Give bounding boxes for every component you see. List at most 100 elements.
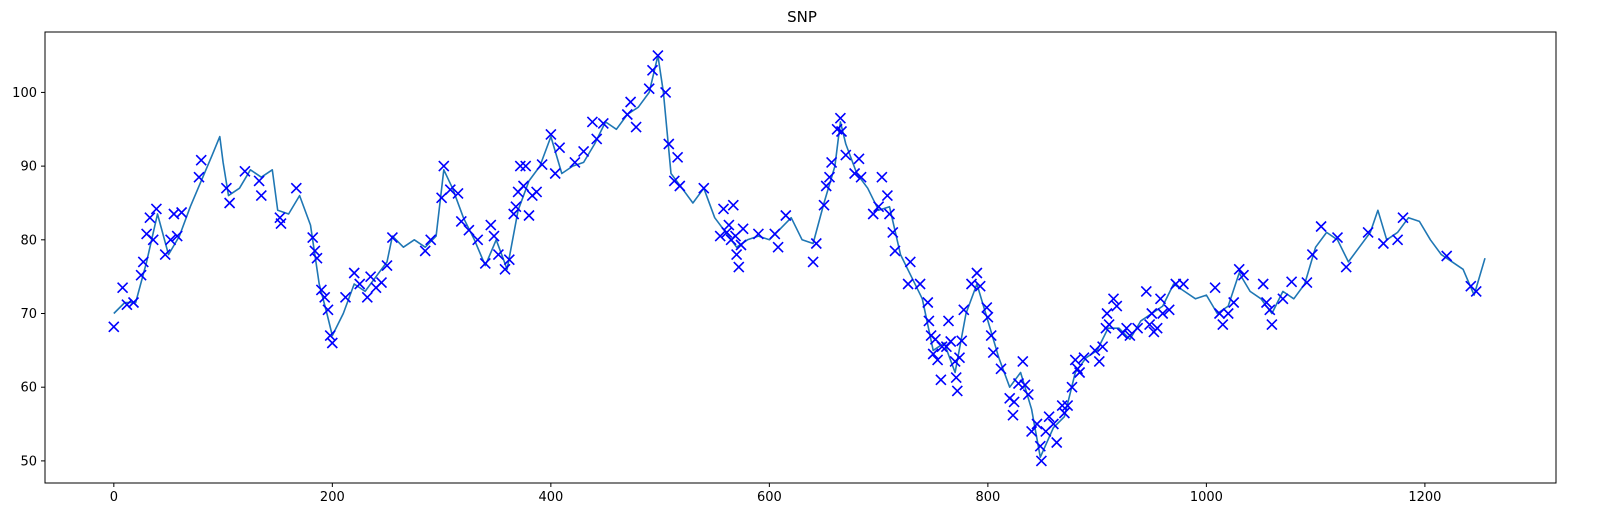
x-marker — [956, 335, 968, 347]
x-marker — [354, 278, 366, 290]
x-marker — [309, 245, 321, 257]
x-marker — [165, 234, 177, 246]
x-marker — [255, 190, 267, 202]
x-marker — [1441, 250, 1453, 262]
x-marker — [1277, 293, 1289, 305]
x-marker — [381, 260, 393, 272]
x-marker — [1228, 296, 1240, 309]
x-marker — [889, 245, 901, 257]
x-marker — [419, 245, 431, 257]
x-marker — [1151, 322, 1163, 334]
x-marker — [549, 167, 561, 180]
x-marker — [1017, 355, 1029, 367]
x-marker — [147, 234, 159, 246]
x-marker — [386, 232, 398, 244]
x-marker — [987, 347, 999, 359]
x-marker — [307, 232, 319, 244]
x-marker — [674, 180, 686, 192]
x-marker — [922, 296, 934, 309]
x-marker — [586, 116, 598, 128]
x-marker — [951, 385, 963, 397]
x-marker — [1392, 234, 1404, 246]
x-marker — [508, 208, 520, 220]
x-marker — [436, 192, 448, 204]
y-tick-label: 60 — [20, 381, 37, 396]
x-marker — [1286, 276, 1298, 288]
y-tick-label: 100 — [12, 86, 37, 101]
x-marker — [348, 267, 360, 279]
x-marker — [517, 180, 530, 192]
x-marker — [672, 151, 684, 163]
x-marker — [520, 160, 532, 172]
x-marker — [121, 299, 133, 311]
y-axis: 50 60 70 80 90 100 — [12, 86, 45, 469]
x-marker — [945, 335, 957, 348]
chart-title: SNP — [787, 8, 817, 26]
x-marker — [1066, 381, 1078, 393]
x-marker — [1362, 226, 1374, 238]
x-marker — [643, 83, 655, 95]
x-marker — [876, 171, 888, 183]
x-marker — [220, 182, 232, 194]
x-marker — [239, 165, 251, 177]
x-marker — [1022, 389, 1034, 401]
marker-series — [108, 50, 1482, 467]
x-marker — [855, 171, 867, 183]
x-marker — [514, 160, 526, 172]
x-marker — [936, 341, 948, 353]
x-marker — [1213, 307, 1226, 320]
x-marker — [630, 121, 642, 133]
x-marker — [652, 50, 664, 62]
x-marker — [1177, 278, 1189, 290]
x-marker — [1093, 355, 1105, 367]
x-marker — [150, 203, 162, 215]
x-marker — [835, 125, 848, 138]
x-marker — [1237, 269, 1250, 281]
x-marker — [1154, 293, 1167, 305]
x-marker — [840, 149, 852, 161]
x-marker — [974, 280, 986, 292]
x-marker — [714, 230, 726, 242]
x-marker — [455, 215, 467, 227]
x-marker — [1089, 344, 1101, 356]
x-marker — [663, 138, 675, 150]
x-marker — [1217, 319, 1229, 331]
x-marker — [1260, 296, 1273, 309]
x-marker — [499, 263, 511, 275]
x-marker — [950, 372, 962, 384]
x-marker — [826, 156, 838, 168]
x-marker — [322, 304, 334, 316]
x-marker — [193, 171, 205, 183]
x-marker — [820, 180, 832, 192]
x-marker — [452, 187, 464, 199]
x-marker — [965, 278, 978, 290]
x-marker — [361, 291, 373, 303]
x-marker — [818, 199, 830, 211]
x-marker — [591, 133, 603, 145]
x-tick-label: 200 — [320, 490, 345, 505]
x-marker — [1132, 322, 1144, 334]
x-marker — [769, 228, 781, 240]
x-marker — [985, 330, 997, 342]
x-marker — [887, 226, 899, 238]
x-marker — [1377, 237, 1389, 250]
x-marker — [1266, 319, 1278, 331]
x-marker — [463, 224, 475, 236]
x-marker — [723, 219, 735, 231]
x-axis: 0 200 400 600 800 1000 1200 — [110, 483, 1441, 505]
x-marker — [224, 197, 236, 209]
x-marker — [904, 256, 916, 268]
x-marker — [472, 234, 484, 246]
x-marker — [953, 352, 966, 364]
x-marker — [834, 112, 846, 124]
x-marker — [731, 249, 743, 261]
x-marker — [849, 167, 861, 180]
x-marker — [569, 156, 581, 168]
x-marker — [503, 254, 515, 266]
x-marker — [810, 237, 822, 250]
x-marker — [1111, 300, 1123, 312]
x-marker — [375, 277, 388, 289]
x-marker — [1107, 293, 1120, 305]
x-marker — [135, 269, 147, 281]
